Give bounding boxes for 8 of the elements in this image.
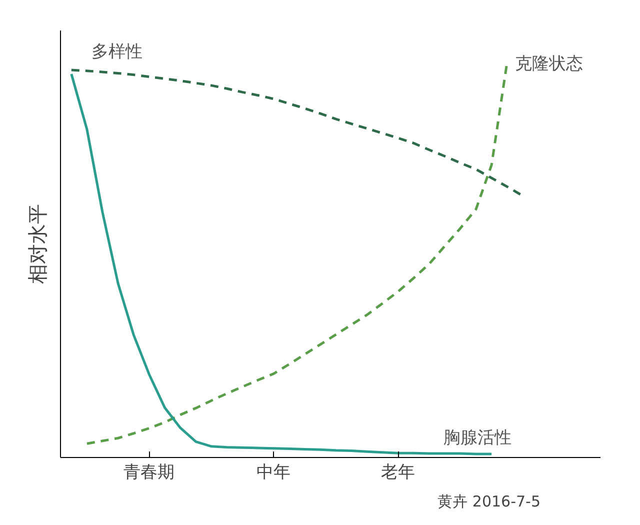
x-tick-label: 中年 <box>256 462 291 482</box>
y-axis-title: 相对水平 <box>26 204 50 284</box>
text: 黄卉 2016-7-5 <box>438 492 541 510</box>
series-label: 胸腺活性 <box>444 428 512 448</box>
x-tick-label: 青春期 <box>124 462 175 482</box>
series-label: 克隆状态 <box>515 54 584 74</box>
x-tick-label: 老年 <box>381 462 416 482</box>
series-label: 多样性 <box>91 42 142 62</box>
